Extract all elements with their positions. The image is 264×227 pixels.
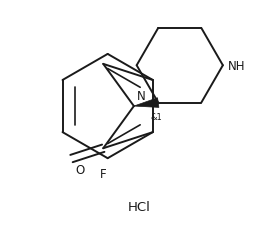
Text: NH: NH: [228, 59, 245, 72]
Text: N: N: [137, 89, 145, 102]
Polygon shape: [134, 98, 159, 108]
Text: HCl: HCl: [128, 200, 150, 213]
Text: &1: &1: [151, 113, 163, 122]
Text: O: O: [76, 163, 85, 176]
Text: F: F: [100, 167, 107, 180]
